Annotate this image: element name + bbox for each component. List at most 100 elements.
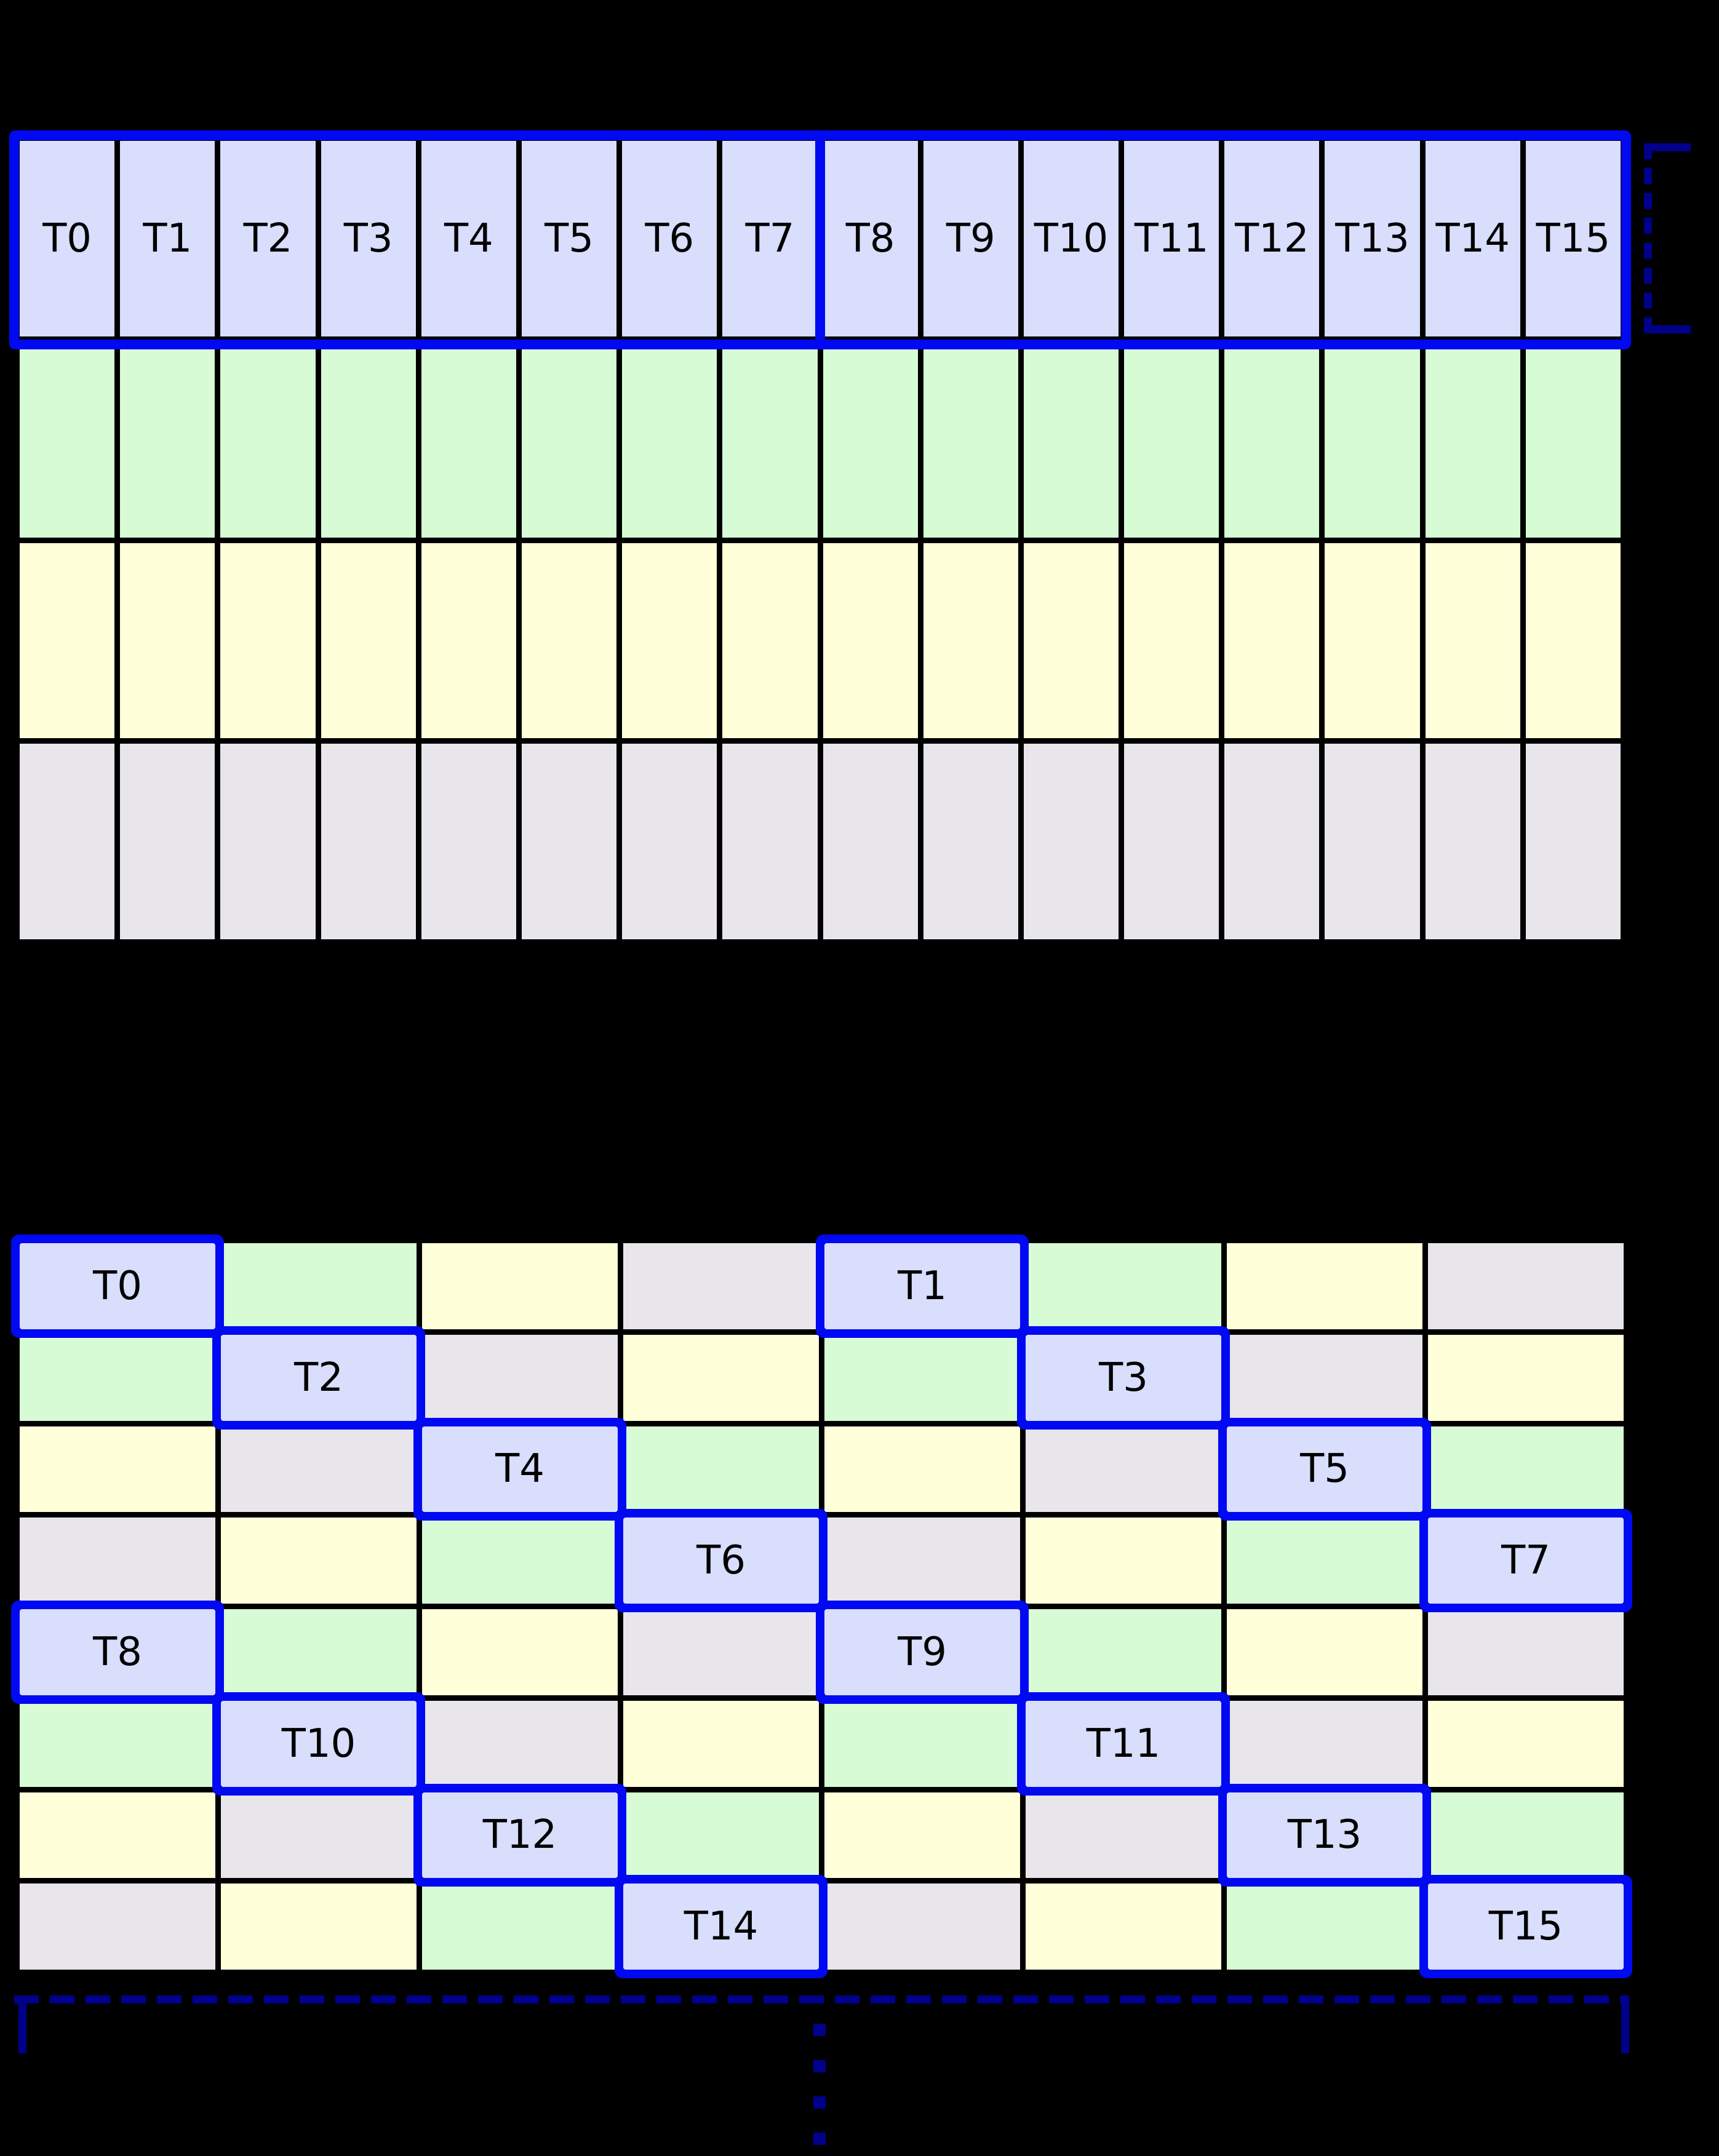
memory-cell bbox=[623, 1426, 819, 1513]
memory-cell bbox=[521, 342, 617, 538]
thread-cell-t1: T1 bbox=[824, 1243, 1020, 1329]
memory-cell bbox=[1026, 1518, 1221, 1604]
memory-cell bbox=[1428, 1243, 1624, 1329]
memory-cell bbox=[923, 342, 1018, 538]
memory-cell bbox=[824, 1426, 1020, 1513]
memory-cell bbox=[923, 543, 1018, 739]
half-warp-divider bbox=[815, 130, 825, 349]
thread-cell-t10: T10 bbox=[1023, 141, 1119, 336]
memory-cell bbox=[1023, 342, 1119, 538]
memory-cell bbox=[220, 744, 316, 939]
memory-cell bbox=[1525, 744, 1621, 939]
memory-cell bbox=[421, 543, 516, 739]
memory-cell bbox=[824, 1884, 1020, 1970]
thread-cell-t13: T13 bbox=[1227, 1792, 1422, 1879]
thread-cell-t11: T11 bbox=[1124, 141, 1219, 336]
memory-cell bbox=[1227, 1243, 1422, 1329]
memory-cell bbox=[1026, 1884, 1221, 1970]
memory-cell bbox=[20, 1884, 215, 1970]
memory-cell bbox=[221, 1792, 417, 1879]
memory-cell bbox=[1227, 1884, 1422, 1970]
memory-cell bbox=[623, 1609, 819, 1695]
memory-cell bbox=[823, 342, 918, 538]
memory-cell bbox=[722, 342, 818, 538]
memory-cell bbox=[221, 1609, 417, 1695]
thread-cell-t5: T5 bbox=[1227, 1426, 1422, 1513]
memory-cell bbox=[824, 1334, 1020, 1421]
vertical-ellipsis bbox=[813, 2024, 826, 2150]
thread-cell-t9: T9 bbox=[824, 1609, 1020, 1695]
memory-cell bbox=[422, 1334, 618, 1421]
memory-cell bbox=[20, 1334, 215, 1421]
thread-cell-t15: T15 bbox=[1428, 1884, 1624, 1970]
memory-cell bbox=[1124, 543, 1219, 739]
memory-cell bbox=[722, 543, 818, 739]
memory-cell bbox=[622, 342, 717, 538]
thread-cell-t0: T0 bbox=[20, 1243, 215, 1329]
memory-cell bbox=[20, 1792, 215, 1879]
memory-cell bbox=[1525, 543, 1621, 739]
memory-cell bbox=[1325, 342, 1420, 538]
memory-cell bbox=[824, 1518, 1020, 1604]
thread-cell-t2: T2 bbox=[221, 1334, 417, 1421]
memory-cell bbox=[20, 1426, 215, 1513]
thread-cell-t0: T0 bbox=[20, 141, 115, 336]
memory-cell bbox=[220, 342, 316, 538]
memory-cell bbox=[823, 543, 918, 739]
memory-cell bbox=[1227, 1334, 1422, 1421]
memory-cell bbox=[421, 744, 516, 939]
memory-cell bbox=[221, 1426, 417, 1513]
memory-cell bbox=[1325, 744, 1420, 939]
thread-cell-t3: T3 bbox=[321, 141, 416, 336]
memory-cell bbox=[1224, 543, 1320, 739]
memory-cell bbox=[422, 1609, 618, 1695]
memory-cell bbox=[722, 744, 818, 939]
memory-cell bbox=[120, 342, 215, 538]
memory-cell bbox=[623, 1243, 819, 1329]
memory-grid-bottom: T0 T1 T2 T3 T4 T5 T6 T7 T8 T9 T10 T11 T12 T13 T14 T15 bbox=[14, 1238, 1629, 1975]
memory-cell bbox=[1428, 1334, 1624, 1421]
thread-cell-t12: T12 bbox=[422, 1792, 618, 1879]
memory-cell bbox=[1227, 1700, 1422, 1787]
memory-cell bbox=[1425, 543, 1520, 739]
thread-cell-t14: T14 bbox=[1425, 141, 1520, 336]
thread-cell-t8: T8 bbox=[20, 1609, 215, 1695]
thread-cell-t8: T8 bbox=[823, 141, 918, 336]
row-height-bracket-top-tick bbox=[1644, 143, 1691, 151]
thread-cell-t7: T7 bbox=[1428, 1518, 1624, 1604]
memory-cell bbox=[1428, 1426, 1624, 1513]
continuation-bracket-right-tick bbox=[1621, 2001, 1629, 2053]
memory-cell bbox=[622, 543, 717, 739]
memory-cell bbox=[1425, 342, 1520, 538]
memory-cell bbox=[1124, 744, 1219, 939]
memory-cell bbox=[1026, 1792, 1221, 1879]
memory-cell bbox=[1224, 744, 1320, 939]
memory-cell bbox=[422, 1700, 618, 1787]
memory-cell bbox=[20, 342, 115, 538]
thread-cell-t3: T3 bbox=[1026, 1334, 1221, 1421]
memory-cell bbox=[220, 543, 316, 739]
row-height-bracket-bottom-tick bbox=[1644, 325, 1691, 333]
memory-cell bbox=[221, 1243, 417, 1329]
memory-cell bbox=[1124, 342, 1219, 538]
memory-cell bbox=[321, 342, 416, 538]
memory-cell bbox=[521, 543, 617, 739]
memory-cell bbox=[923, 744, 1018, 939]
memory-cell bbox=[1026, 1426, 1221, 1513]
memory-cell bbox=[221, 1518, 417, 1604]
memory-cell bbox=[1428, 1792, 1624, 1879]
thread-cell-t13: T13 bbox=[1325, 141, 1420, 336]
memory-cell bbox=[1023, 543, 1119, 739]
memory-cell bbox=[422, 1243, 618, 1329]
row-height-bracket-line bbox=[1644, 143, 1652, 333]
memory-cell bbox=[20, 543, 115, 739]
memory-cell bbox=[1026, 1609, 1221, 1695]
thread-cell-t6: T6 bbox=[623, 1518, 819, 1604]
thread-cell-t12: T12 bbox=[1224, 141, 1320, 336]
thread-cell-t14: T14 bbox=[623, 1884, 819, 1970]
memory-cell bbox=[421, 342, 516, 538]
memory-cell bbox=[221, 1884, 417, 1970]
memory-cell bbox=[1227, 1518, 1422, 1604]
memory-cell bbox=[321, 744, 416, 939]
thread-cell-t15: T15 bbox=[1525, 141, 1621, 336]
